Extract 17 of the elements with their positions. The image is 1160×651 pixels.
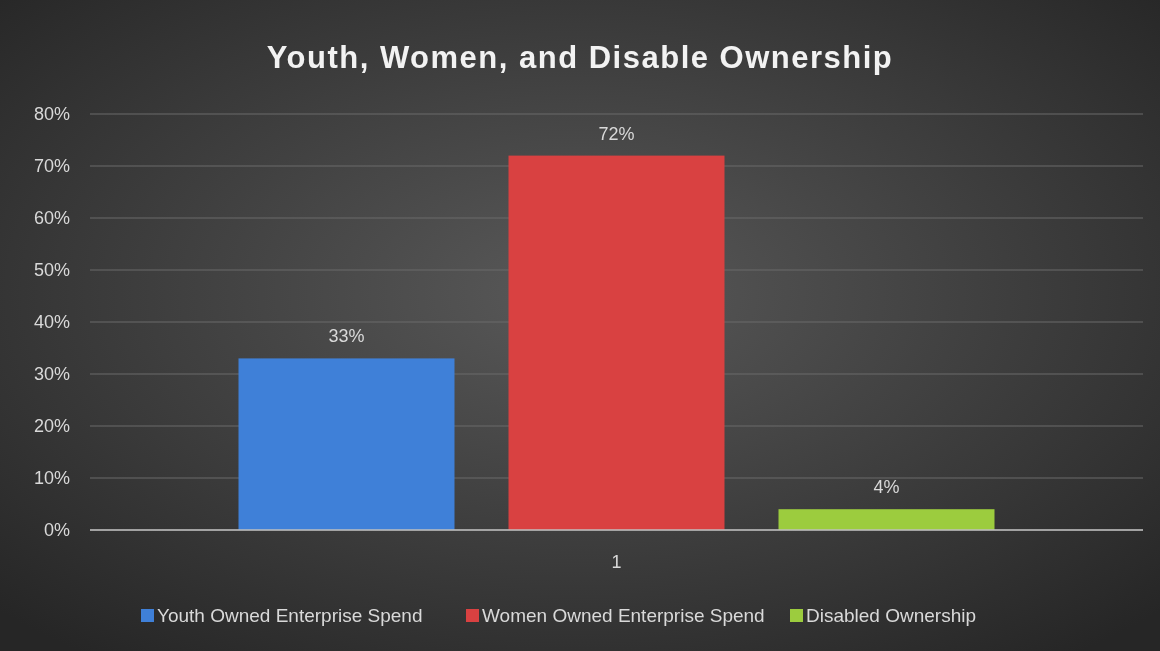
data-label: 4%	[873, 477, 900, 498]
data-label: 72%	[598, 123, 635, 144]
y-tick-label: 50%	[33, 260, 70, 280]
chart-title: Youth, Women, and Disable Ownership	[266, 40, 894, 75]
y-tick-label: 80%	[33, 104, 70, 124]
y-tick-label: 70%	[33, 156, 70, 176]
data-label: 33%	[328, 326, 365, 347]
y-tick-label: 10%	[33, 468, 70, 488]
legend-label: Women Owned Enterprise Spend	[482, 605, 765, 626]
y-tick-label: 30%	[33, 364, 70, 384]
y-tick-label: 0%	[43, 520, 70, 540]
legend-label: Youth Owned Enterprise Spend	[157, 605, 423, 626]
x-tick-label: 1	[611, 552, 622, 572]
y-tick-label: 40%	[33, 312, 70, 332]
y-tick-label: 20%	[33, 416, 70, 436]
y-tick-label: 60%	[33, 208, 70, 228]
legend-label: Disabled Ownership	[806, 605, 977, 626]
